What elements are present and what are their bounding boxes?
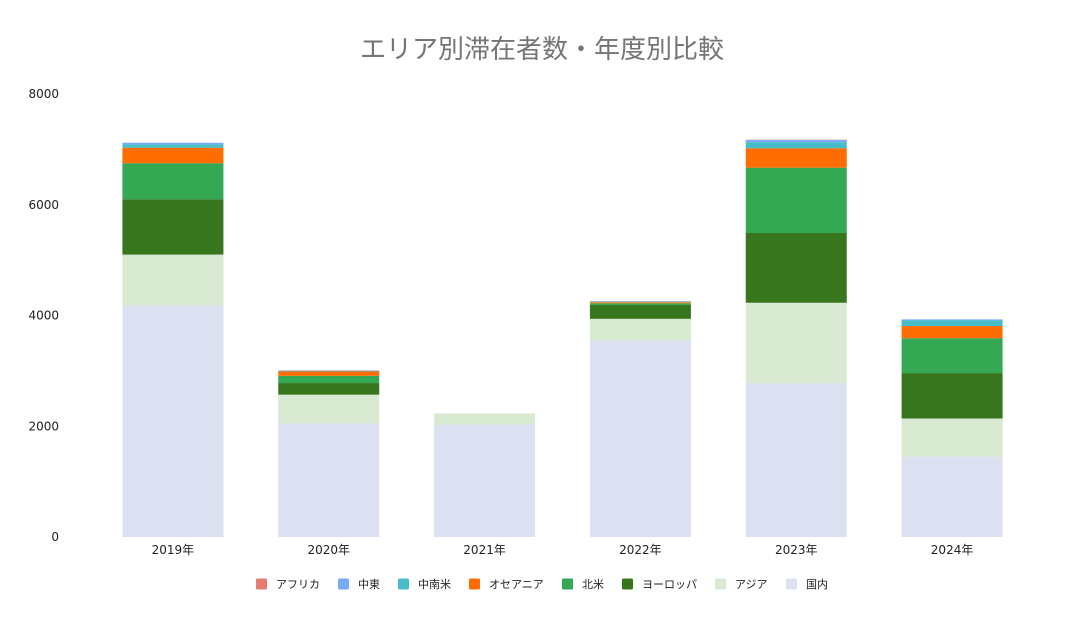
x-tick-label: 2021年 [463, 543, 506, 557]
legend: アフリカ 中東 中南米 オセアニア 北米 ヨーロッパ アジア 国内 [256, 577, 828, 591]
legend-label: 中南米 [418, 578, 451, 591]
bar-segment [901, 418, 1003, 457]
x-tick-label: 2020年 [307, 543, 350, 557]
bar-segment [745, 167, 847, 233]
bar-segment [122, 199, 224, 255]
bar-segment [901, 338, 1003, 374]
x-tick-label: 2024年 [931, 543, 974, 557]
bar-segment [589, 340, 691, 537]
legend-label: ヨーロッパ [642, 578, 697, 591]
legend-label: 国内 [806, 577, 828, 591]
bar-segment [589, 301, 691, 303]
bar-segment [589, 318, 691, 341]
bar-segment [589, 304, 691, 319]
legend-swatch [256, 578, 267, 590]
legend-label: 中東 [358, 578, 380, 591]
y-axis: 0 2000 4000 6000 8000 [28, 87, 59, 544]
bar-segment [745, 232, 847, 303]
bar-segment [745, 148, 847, 168]
legend-swatch [622, 578, 633, 590]
bar-segment [589, 303, 691, 305]
bar-segment [901, 373, 1003, 419]
bar-segment [278, 371, 380, 376]
bar-segment [434, 413, 536, 425]
bar-segment [278, 394, 380, 424]
bar-segment [745, 383, 847, 537]
bar-segment [278, 383, 380, 395]
bar-segment [745, 139, 847, 143]
legend-label: 北米 [582, 578, 604, 591]
bar-segment [901, 319, 1003, 321]
bar-segment [745, 302, 847, 384]
bar-segment [434, 424, 536, 537]
bar-segment [278, 423, 380, 537]
bars [122, 139, 1003, 537]
x-tick-label: 2023年 [775, 543, 818, 557]
legend-swatch [786, 578, 797, 590]
bar-segment [901, 456, 1003, 537]
legend-label: アジア [735, 578, 768, 591]
bar-segment [745, 142, 847, 149]
bar-segment [122, 163, 224, 200]
legend-label: アフリカ [276, 578, 320, 591]
bar-segment [278, 370, 380, 372]
bar-segment [122, 144, 224, 148]
y-tick-label: 2000 [28, 419, 59, 433]
y-tick-label: 8000 [28, 87, 59, 101]
bar-segment [122, 147, 224, 164]
legend-label: オセアニア [489, 578, 544, 591]
x-tick-label: 2022年 [619, 543, 662, 557]
chart-title: エリア別滞在者数・年度別比較 [360, 35, 724, 65]
legend-swatch [562, 578, 573, 590]
bar-segment [901, 320, 1003, 327]
legend-swatch [469, 578, 480, 590]
bar-segment [278, 375, 380, 384]
x-tick-label: 2019年 [152, 543, 195, 557]
x-axis: 2019年 2020年 2021年 2022年 2023年 2024年 [152, 543, 974, 557]
bar-segment [589, 302, 691, 304]
legend-swatch [398, 578, 409, 590]
legend-swatch [338, 578, 349, 590]
y-tick-label: 0 [51, 530, 59, 544]
legend-swatch [715, 578, 726, 590]
bar-segment [122, 305, 224, 537]
y-tick-label: 4000 [28, 309, 59, 323]
bar-segment [122, 254, 224, 306]
y-tick-label: 6000 [28, 198, 59, 212]
bar-segment [901, 326, 1003, 339]
bar-segment [122, 142, 224, 145]
